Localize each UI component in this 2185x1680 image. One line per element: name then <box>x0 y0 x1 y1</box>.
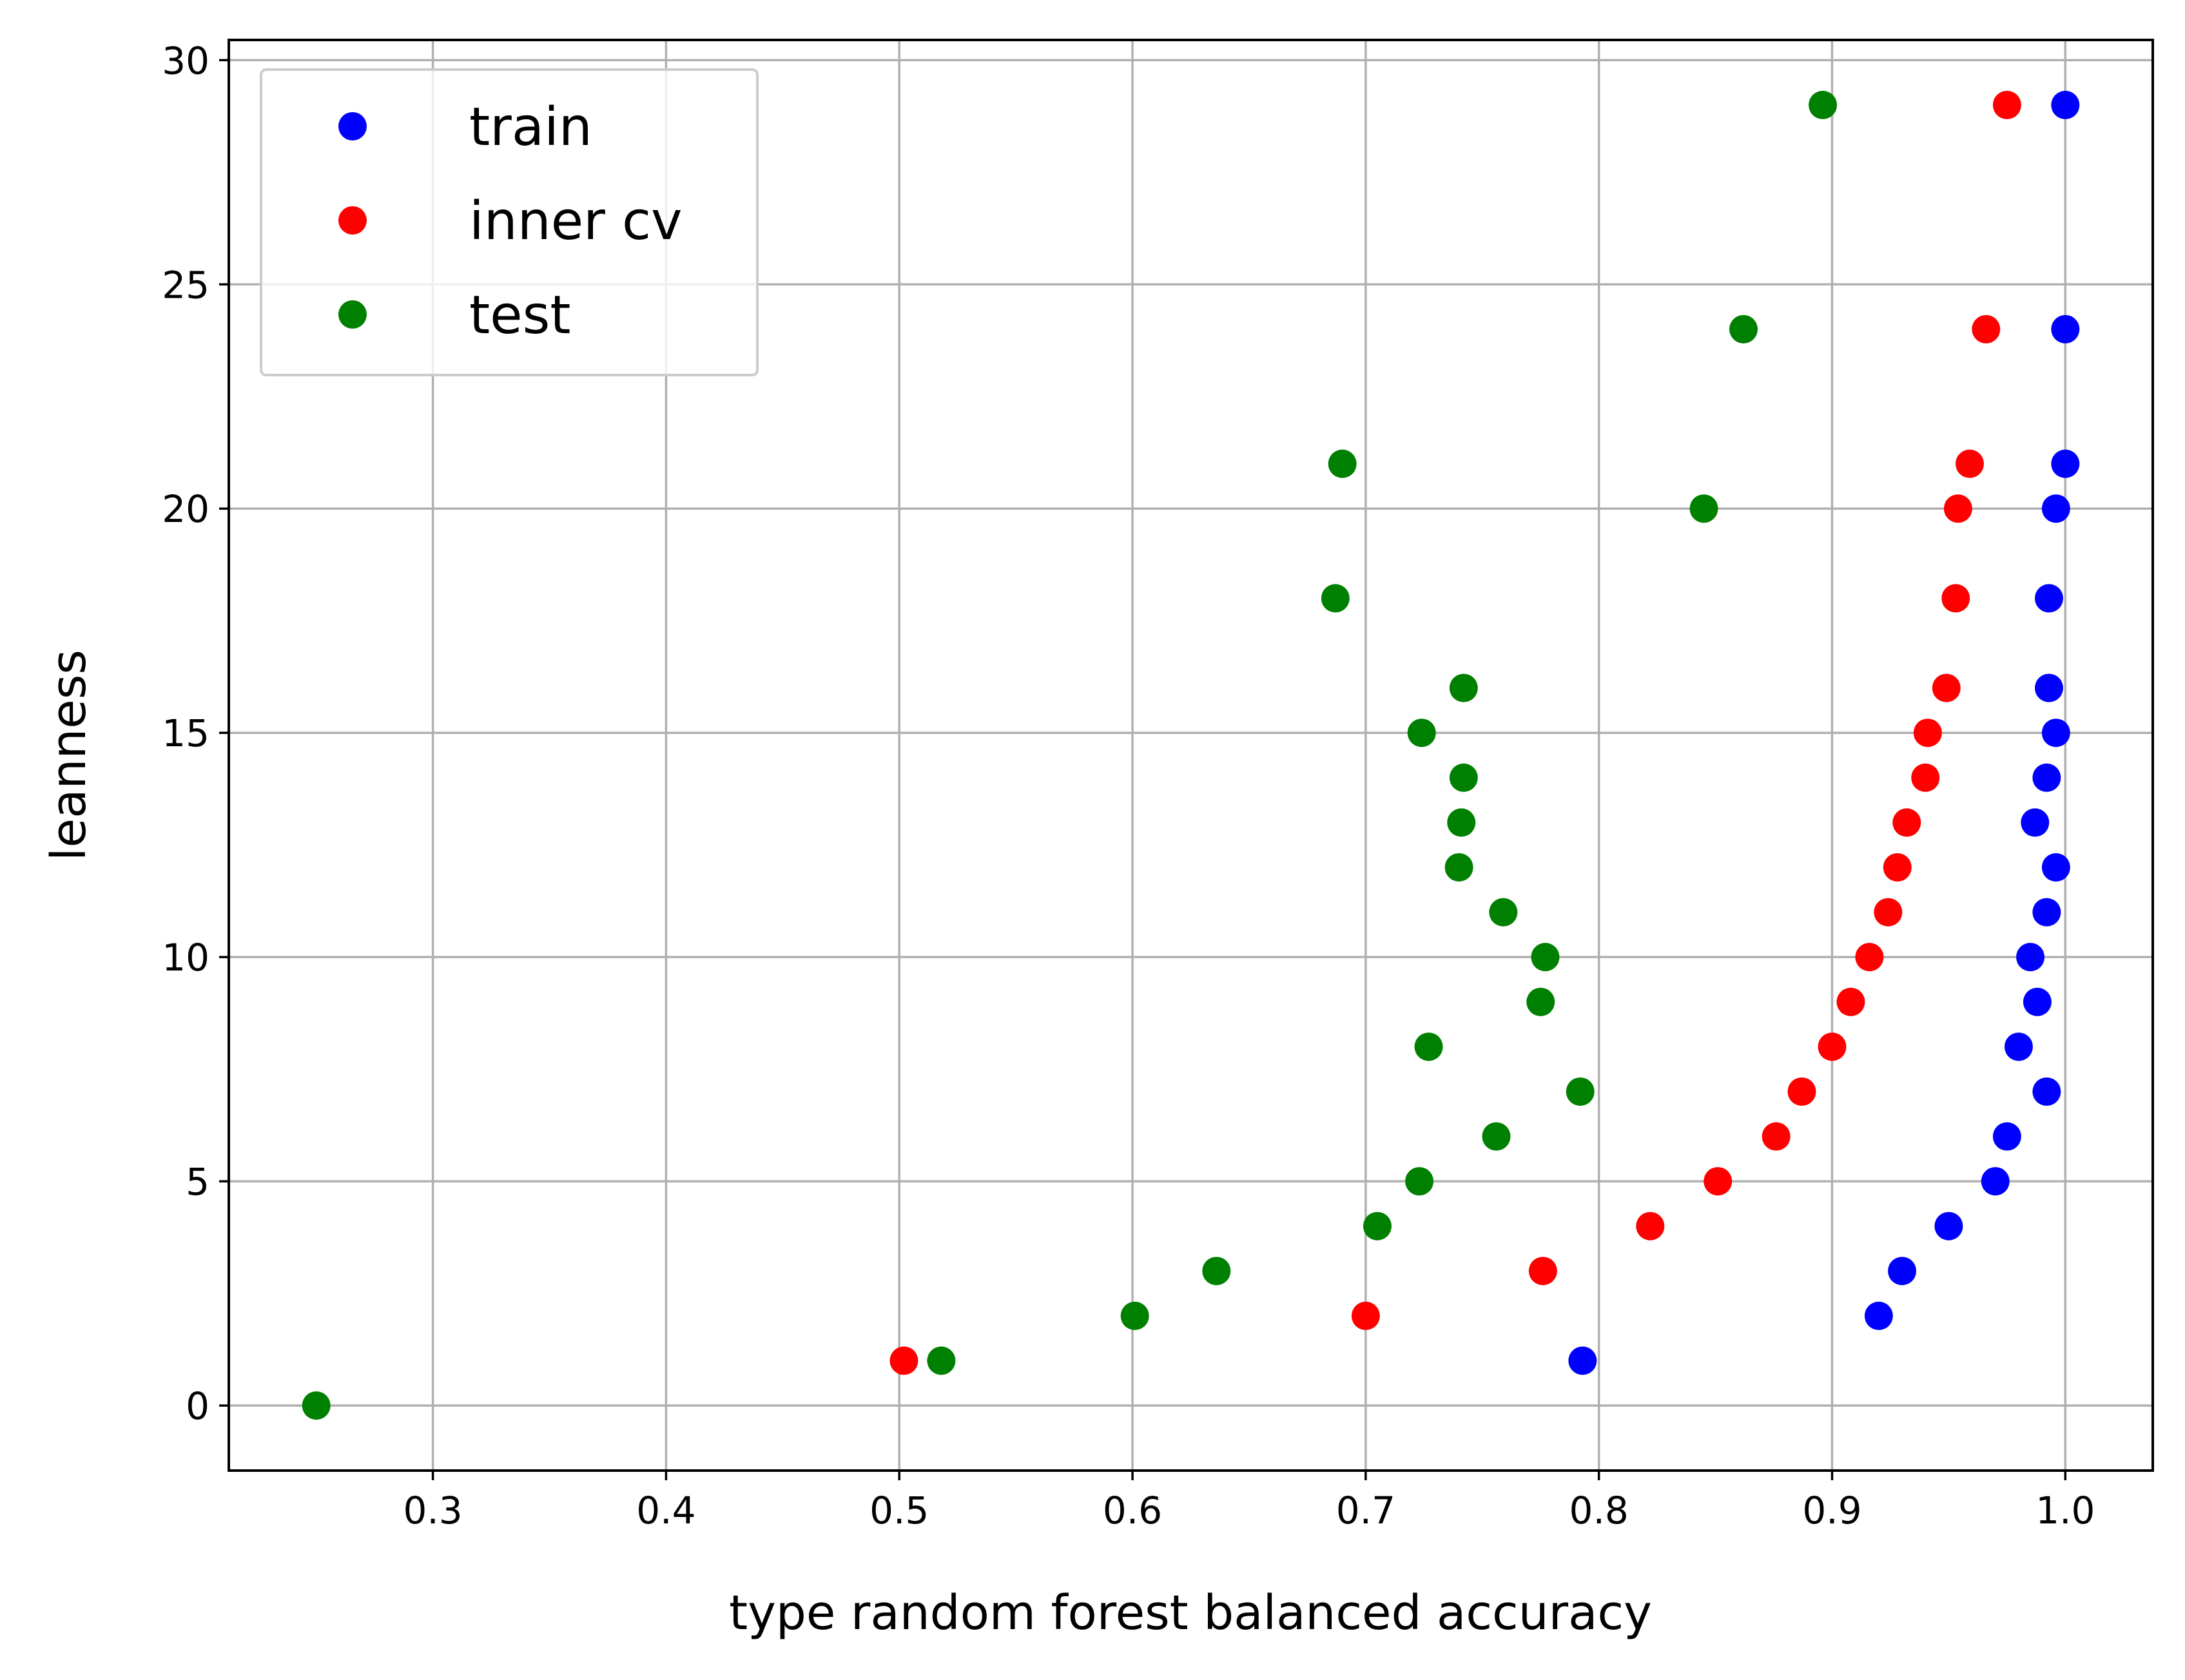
train-point <box>1864 1301 1893 1330</box>
x-tick-label: 0.6 <box>1103 1489 1162 1532</box>
x-tick-label: 0.4 <box>636 1489 695 1532</box>
train-point <box>2034 584 2063 613</box>
inner-cv-point <box>1992 90 2021 119</box>
test-point <box>1328 449 1357 478</box>
x-axis-ticks: 0.3 0.4 0.5 0.6 0.7 0.8 0.9 1.0 <box>403 1471 2095 1532</box>
test-point <box>1447 808 1476 837</box>
train-point <box>1934 1212 1963 1241</box>
y-tick-label: 30 <box>162 39 209 82</box>
test-point <box>1526 987 1555 1016</box>
train-point <box>2016 943 2045 972</box>
inner-cv-point <box>1892 808 1921 837</box>
data-points <box>302 90 2080 1420</box>
train-point <box>2051 449 2080 478</box>
inner-cv-point <box>889 1346 918 1375</box>
test-point <box>1729 314 1758 343</box>
x-tick-label: 0.3 <box>403 1489 462 1532</box>
x-axis-label: type random forest balanced accuracy <box>729 1585 1652 1641</box>
train-point <box>2021 808 2050 837</box>
x-tick-label: 0.5 <box>869 1489 929 1532</box>
test-point <box>1531 943 1560 972</box>
train-point <box>2032 1077 2061 1106</box>
inner-cv-point <box>1704 1167 1733 1196</box>
plot-frame <box>228 39 2154 1472</box>
test-point <box>1120 1301 1149 1330</box>
inner-cv-point <box>1836 987 1865 1016</box>
inner-cv-point <box>1818 1032 1847 1061</box>
train-point <box>1888 1257 1917 1286</box>
train-point <box>2032 898 2061 927</box>
train-point <box>2041 494 2070 523</box>
inner-cv-point <box>1787 1077 1816 1106</box>
x-tick-label: 0.7 <box>1336 1489 1395 1532</box>
train-point <box>2041 719 2070 748</box>
test-point <box>1489 898 1518 927</box>
y-tick-label: 25 <box>162 263 209 307</box>
inner-cv-point <box>1351 1301 1380 1330</box>
legend-marker-inner-cv <box>338 206 367 235</box>
test-point <box>1566 1077 1595 1106</box>
y-tick-label: 0 <box>186 1384 209 1428</box>
legend-marker-test <box>338 300 367 329</box>
test-point <box>1809 90 1838 119</box>
test-point <box>1363 1212 1392 1241</box>
x-tick-label: 0.9 <box>1802 1489 1861 1532</box>
y-tick-label: 20 <box>162 487 209 531</box>
test-point <box>1689 494 1718 523</box>
test-point <box>1405 1167 1434 1196</box>
legend-label-test: test <box>469 285 570 346</box>
train-point <box>2051 314 2080 343</box>
test-point <box>927 1346 956 1375</box>
inner-cv-point <box>1883 853 1912 882</box>
train-point <box>1568 1346 1597 1375</box>
test-point <box>1449 763 1478 792</box>
grid-lines <box>229 40 2153 1471</box>
inner-cv-point <box>1874 898 1903 927</box>
train-point <box>2051 90 2080 119</box>
train-point <box>1981 1167 2010 1196</box>
inner-cv-point <box>1911 763 1940 792</box>
train-point <box>2041 853 2070 882</box>
inner-cv-point <box>1932 673 1961 702</box>
test-point <box>1449 673 1478 702</box>
inner-cv-point <box>1528 1257 1557 1286</box>
inner-cv-point <box>1636 1212 1665 1241</box>
train-point <box>2004 1032 2033 1061</box>
inner-cv-point <box>1955 449 1984 478</box>
test-point <box>1414 1032 1443 1061</box>
test-point <box>302 1391 331 1420</box>
y-axis-label: leanness <box>41 650 97 861</box>
legend: train inner cv test <box>260 68 759 376</box>
legend-marker-train <box>338 112 367 140</box>
train-point <box>2023 987 2052 1016</box>
train-point <box>2032 763 2061 792</box>
train-point <box>2034 673 2063 702</box>
test-point <box>1482 1122 1511 1151</box>
inner-cv-point <box>1762 1122 1791 1151</box>
y-tick-label: 15 <box>162 711 209 755</box>
train-point <box>1992 1122 2021 1151</box>
test-point <box>1444 853 1473 882</box>
inner-cv-point <box>1972 314 2001 343</box>
test-point <box>1202 1257 1231 1286</box>
test-point <box>1321 584 1350 613</box>
test-point <box>1407 719 1436 748</box>
y-axis-ticks: 0 5 10 15 20 25 30 <box>162 39 229 1428</box>
inner-cv-point <box>1943 494 1972 523</box>
legend-label-inner-cv: inner cv <box>469 191 683 252</box>
legend-box <box>260 68 759 376</box>
y-tick-label: 10 <box>162 936 209 980</box>
inner-cv-point <box>1855 943 1884 972</box>
inner-cv-point <box>1941 584 1970 613</box>
y-tick-label: 5 <box>186 1160 209 1204</box>
legend-label-train: train <box>469 97 592 158</box>
x-tick-label: 1.0 <box>2035 1489 2095 1532</box>
inner-cv-point <box>1913 719 1942 748</box>
x-tick-label: 0.8 <box>1569 1489 1629 1532</box>
